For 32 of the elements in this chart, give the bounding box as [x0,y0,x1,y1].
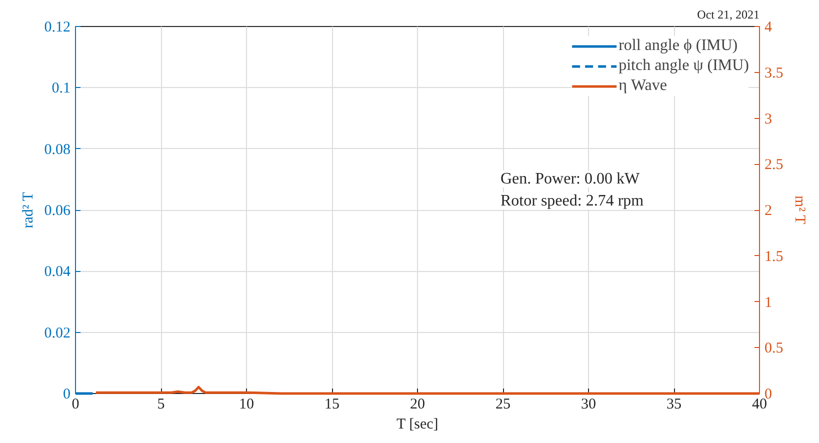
x-tick-label: 30 [581,396,596,412]
y2-tick-label: 3 [764,111,772,128]
y2-tick-label: 2.5 [764,157,784,174]
annotation: Rotor speed: 2.74 rpm [500,192,644,210]
y2-tick-label: 2 [764,203,772,219]
y2-tick-label: 1 [764,294,772,311]
y-tick-label: 0.12 [44,20,70,36]
chart-title: Oct 21, 2021 [697,8,760,22]
x-axis-title: T [sec] [396,416,438,432]
y2-tick-label: 1.5 [764,248,784,265]
x-tick-label: 35 [666,396,682,412]
x-tick-label: 5 [157,396,165,412]
y-axis-title: rad² T [20,192,36,228]
y-tick-label: 0.02 [44,325,70,342]
y-tick-label: 0.06 [44,203,71,219]
y2-tick-label: 4 [764,20,772,36]
x-tick-label: 15 [324,396,340,412]
x-tick-label: 25 [496,396,510,412]
y-tick-label: 0.08 [44,142,70,158]
legend-label: η Wave [618,77,667,95]
legend-label: pitch angle ψ (IMU) [618,57,749,75]
y-tick-label: 0.04 [44,264,71,280]
y2-tick-label: 3.5 [764,65,784,82]
x-tick-label: 20 [410,396,425,412]
y-tick-label: 0 [63,386,70,402]
x-tick-label: 40 [752,396,767,412]
y2-axis-title: m² T [791,195,808,224]
annotation: Gen. Power: 0.00 kW [500,170,640,188]
y2-tick-label: 0.5 [764,340,784,357]
legend-label: roll angle ϕ (IMU) [618,37,738,55]
x-tick-label: 10 [239,396,254,412]
y-tick-label: 0.1 [52,80,70,97]
